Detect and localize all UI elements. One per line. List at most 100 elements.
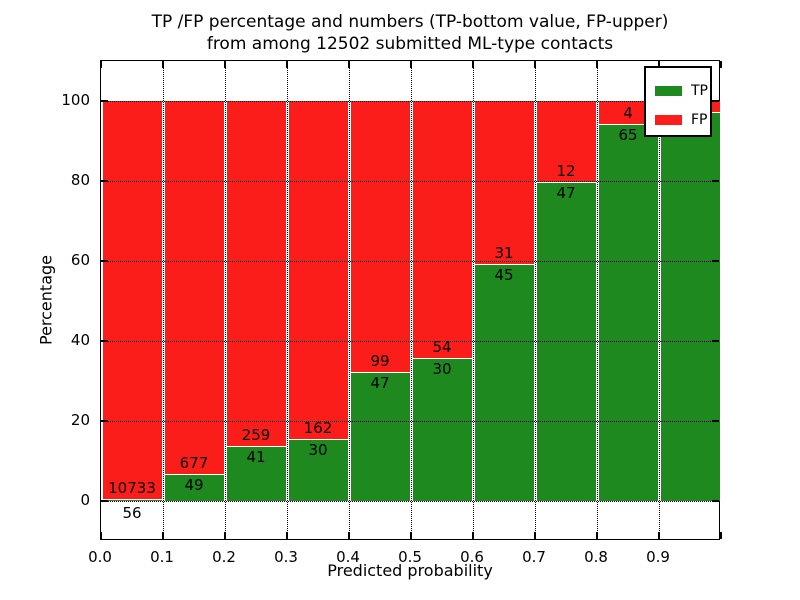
y-tick-mark (712, 340, 719, 342)
x-tick-label: 0.0 (88, 548, 112, 566)
fp-bar-segment (412, 101, 472, 359)
vertical-gridline (411, 61, 412, 539)
fp-bar-segment (164, 101, 224, 475)
x-tick-label: 0.3 (274, 548, 298, 566)
fp-count-label: 677 (179, 454, 209, 473)
legend-item: TP (655, 76, 710, 105)
x-tick-label: 0.1 (150, 548, 174, 566)
vertical-gridline (163, 61, 164, 539)
y-tick-mark (101, 420, 108, 422)
fp-bar-segment (536, 101, 596, 183)
y-tick-mark (712, 500, 719, 502)
x-tick-label: 0.6 (460, 548, 484, 566)
horizontal-gridline (101, 101, 719, 102)
tp-bar-segment (102, 499, 162, 501)
x-tick-mark (162, 61, 164, 68)
x-tick-mark (410, 61, 412, 68)
x-tick-mark (162, 532, 164, 539)
legend: TP FP (644, 66, 712, 137)
vertical-gridline (349, 61, 350, 539)
vertical-gridline (287, 61, 288, 539)
plot-area: TP FP 10733 56 677 49 259 41 162 30 99 47 54 30 31 45 1… (100, 60, 722, 540)
vertical-gridline (659, 61, 660, 539)
tp-bar-segment (598, 124, 658, 501)
tp-count-label: 65 (618, 126, 638, 145)
horizontal-gridline (101, 181, 719, 182)
vertical-gridline (225, 61, 226, 539)
y-tick-label: 100 (61, 91, 90, 109)
legend-item: FP (655, 105, 710, 134)
x-tick-mark (534, 61, 536, 68)
fp-bar-segment (474, 101, 534, 265)
x-tick-mark (658, 61, 660, 68)
y-tick-label: 80 (70, 171, 90, 189)
chart-title: TP /FP percentage and numbers (TP-bottom… (151, 12, 669, 54)
y-tick-mark (101, 260, 108, 262)
tp-count-label: 30 (308, 440, 328, 459)
fp-count-label: 259 (241, 426, 271, 445)
x-tick-mark (224, 532, 226, 539)
tp-count-label: 47 (370, 374, 390, 393)
tp-bar-segment (226, 446, 286, 501)
x-tick-label: 0.5 (398, 548, 422, 566)
y-tick-mark (101, 100, 108, 102)
x-tick-mark (286, 61, 288, 68)
y-tick-label: 20 (70, 411, 90, 429)
horizontal-gridline (101, 501, 719, 502)
tp-count-label: 41 (246, 448, 266, 467)
fp-count-label: 99 (370, 352, 390, 371)
fp-bar-segment (226, 101, 286, 447)
y-tick-mark (712, 180, 719, 182)
fp-bar-segment (102, 101, 162, 499)
fp-count-label: 31 (494, 244, 514, 263)
fp-bar-segment (598, 101, 658, 125)
fp-count-label: 162 (303, 418, 333, 437)
y-tick-mark (712, 420, 719, 422)
x-tick-mark (472, 61, 474, 68)
tp-bar-segment (350, 372, 410, 501)
vertical-gridline (535, 61, 536, 539)
tp-count-label: 49 (184, 476, 204, 495)
vertical-gridline (473, 61, 474, 539)
fp-count-label: 12 (556, 162, 576, 181)
fp-count-label: 4 (623, 104, 633, 123)
x-tick-mark (286, 532, 288, 539)
x-tick-label: 0.7 (522, 548, 546, 566)
x-tick-mark (100, 532, 102, 539)
tp-bar-segment (164, 474, 224, 501)
tp-bar-segment (288, 438, 348, 501)
x-tick-label: 0.2 (212, 548, 236, 566)
x-tick-mark (410, 532, 412, 539)
horizontal-gridline (101, 341, 719, 342)
x-tick-label: 0.4 (336, 548, 360, 566)
tp-count-label: 30 (432, 360, 452, 379)
fp-bar-segment (350, 101, 410, 373)
fp-legend-swatch-icon (655, 114, 682, 125)
horizontal-gridline (101, 261, 719, 262)
x-tick-mark (534, 532, 536, 539)
x-tick-mark (472, 532, 474, 539)
horizontal-gridline (101, 421, 719, 422)
y-tick-label: 0 (80, 491, 90, 509)
x-tick-mark (348, 532, 350, 539)
fp-bar-segment (288, 101, 348, 439)
x-tick-mark (596, 61, 598, 68)
y-tick-mark (712, 100, 719, 102)
x-tick-mark (720, 61, 722, 68)
x-tick-mark (596, 532, 598, 539)
x-tick-mark (720, 532, 722, 539)
legend-label: FP (691, 111, 708, 128)
x-tick-mark (348, 61, 350, 68)
tp-legend-swatch-icon (655, 85, 682, 96)
x-tick-mark (224, 61, 226, 68)
y-tick-label: 60 (70, 251, 90, 269)
tp-bar-segment (660, 112, 720, 501)
tp-bar-segment (474, 264, 534, 501)
y-tick-mark (712, 260, 719, 262)
tp-count-label: 56 (122, 504, 142, 522)
y-tick-mark (101, 500, 108, 502)
x-axis-label: Predicted probability (327, 561, 493, 580)
legend-label: TP (691, 82, 708, 99)
y-tick-mark (101, 340, 108, 342)
